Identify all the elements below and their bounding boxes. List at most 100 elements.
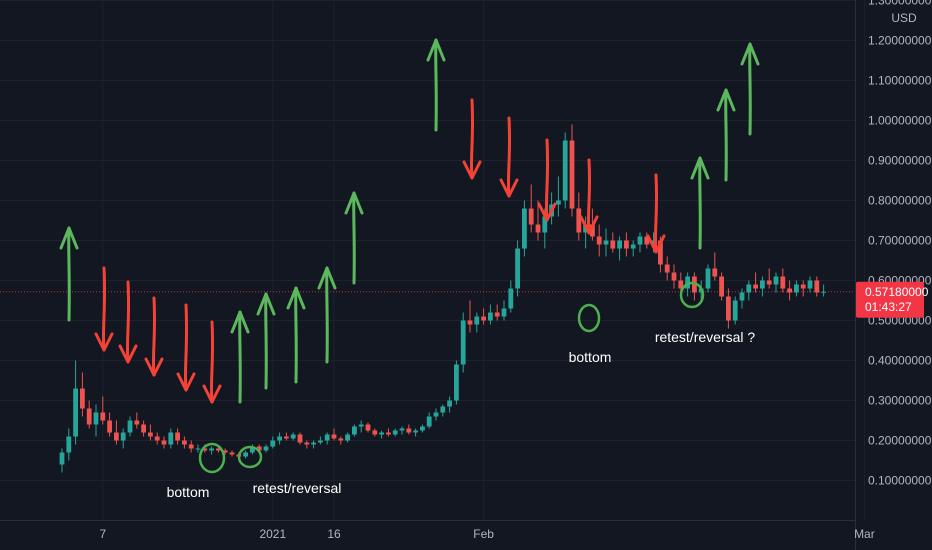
down-arrow-shaft xyxy=(544,138,550,222)
candle-body xyxy=(610,240,616,249)
candle-body xyxy=(284,436,289,439)
time-tick-label: Mar xyxy=(854,527,875,541)
candle xyxy=(522,200,527,257)
candle-body xyxy=(556,200,561,205)
candlestick-series xyxy=(59,124,826,473)
down-arrow-shaft xyxy=(469,98,475,180)
candle xyxy=(209,446,214,455)
candle-body xyxy=(358,424,364,427)
candle xyxy=(664,256,670,281)
annotations: bottom retest/reversal bottom retest/revers… xyxy=(59,38,760,500)
up-arrow-head xyxy=(286,286,306,310)
candle xyxy=(141,420,146,437)
candle xyxy=(624,232,629,257)
down-arrow-shaft xyxy=(586,158,592,235)
candle xyxy=(182,436,187,449)
candle xyxy=(372,428,378,437)
candle-body xyxy=(807,280,813,289)
candle xyxy=(127,416,133,437)
up-arrow-annotation xyxy=(740,42,760,136)
down-arrow-annotation xyxy=(202,320,222,404)
time-axis[interactable]: 7202116FebMar16Apr16May17 xyxy=(0,520,932,542)
price-axis-currency: USD xyxy=(891,11,917,25)
down-arrow-head xyxy=(462,160,482,180)
up-arrow-head xyxy=(716,88,736,112)
circle-annotation xyxy=(577,303,601,333)
price-tick-label: 0.10000000 xyxy=(868,474,932,488)
up-arrow-annotation xyxy=(286,286,306,384)
down-arrow-shaft xyxy=(125,280,131,364)
time-tick-label: 2021 xyxy=(259,527,286,541)
down-arrow-annotation xyxy=(176,303,196,392)
candle xyxy=(175,428,180,445)
candle-body xyxy=(739,292,745,301)
up-arrow-annotation xyxy=(59,226,79,322)
candle-body xyxy=(562,140,568,201)
candle xyxy=(753,272,758,293)
candle-body xyxy=(80,388,85,409)
candle xyxy=(821,284,826,297)
candle-body xyxy=(637,236,643,245)
candle-body xyxy=(345,434,350,441)
annotation-label: retest/reversal xyxy=(253,480,342,496)
up-arrow-annotation xyxy=(426,38,446,132)
candle-body xyxy=(114,432,119,441)
candle xyxy=(114,420,119,445)
candle-body xyxy=(467,320,473,325)
candle-body xyxy=(188,444,194,449)
candle-body xyxy=(392,430,398,435)
candle xyxy=(739,288,745,309)
price-axis[interactable]: USD 0.10000000 0.20000000 0.30000000 0.40000… xyxy=(855,0,932,550)
candle-body xyxy=(454,364,459,401)
candle-body xyxy=(481,316,486,321)
candle-body xyxy=(413,430,418,433)
candle xyxy=(318,436,323,445)
up-arrow-shaft xyxy=(67,226,71,322)
candle xyxy=(399,426,405,435)
down-arrow-head xyxy=(94,332,114,352)
up-arrow-shaft xyxy=(748,42,752,136)
candle xyxy=(392,428,398,437)
candle-body xyxy=(127,420,133,433)
candle-body xyxy=(263,446,269,451)
candle-body xyxy=(773,276,779,285)
up-arrow-head xyxy=(426,38,446,62)
candle xyxy=(168,428,174,449)
candle-body xyxy=(338,438,344,441)
candle-body xyxy=(726,296,731,321)
candle-body xyxy=(399,428,405,431)
down-arrow-head xyxy=(579,215,599,235)
candle xyxy=(637,232,643,253)
candle xyxy=(617,236,622,261)
annotation-label: retest/reversal ? xyxy=(655,329,756,345)
down-arrow-annotation xyxy=(462,98,482,180)
candle-body xyxy=(277,436,282,441)
candle-body xyxy=(746,284,752,293)
candle xyxy=(719,272,724,301)
down-arrow-head xyxy=(202,384,222,404)
candle-body xyxy=(603,240,609,245)
price-tick-label: 0.70000000 xyxy=(868,234,932,248)
candle xyxy=(814,276,820,297)
candle xyxy=(705,264,711,293)
price-tick-label: 0.30000000 xyxy=(868,394,932,408)
up-arrow-annotation xyxy=(716,88,736,182)
time-tick-label: 7 xyxy=(99,527,106,541)
candle-body xyxy=(624,240,629,249)
candle xyxy=(134,412,140,429)
candle-body xyxy=(671,272,677,281)
circle-annotation xyxy=(237,445,263,469)
candle-body xyxy=(766,280,772,285)
candle-body xyxy=(324,434,330,441)
candle xyxy=(535,200,541,241)
candle xyxy=(746,280,752,301)
candle xyxy=(270,436,276,449)
candle-body xyxy=(732,300,738,321)
candle xyxy=(107,412,112,437)
price-tick-label: 0.40000000 xyxy=(868,354,932,368)
candle-body xyxy=(161,440,167,445)
candle xyxy=(338,436,344,445)
candle xyxy=(610,232,616,253)
